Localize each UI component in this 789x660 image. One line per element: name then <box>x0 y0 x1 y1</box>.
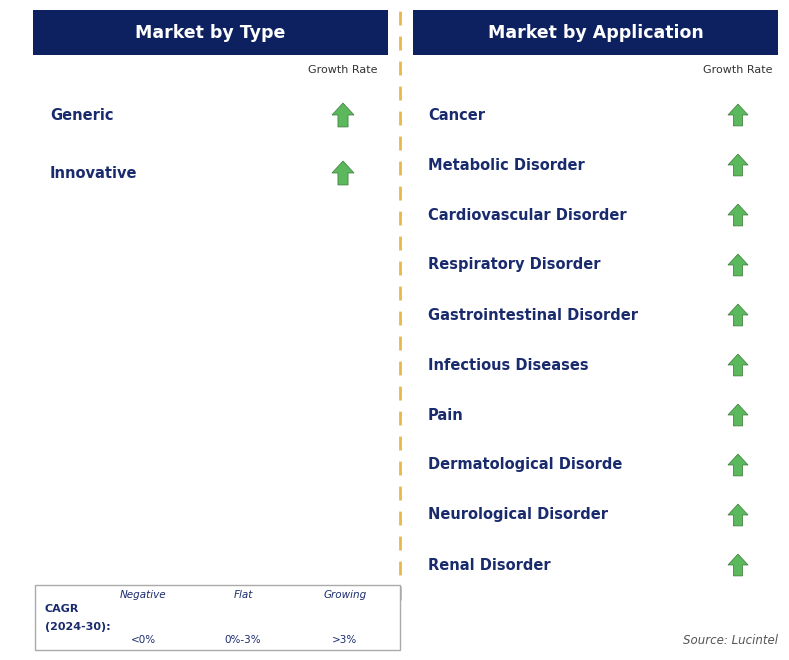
Text: Metabolic Disorder: Metabolic Disorder <box>428 158 585 172</box>
Bar <box>413 10 778 55</box>
Text: (2024-30):: (2024-30): <box>45 622 110 632</box>
Text: Cardiovascular Disorder: Cardiovascular Disorder <box>428 207 626 222</box>
Polygon shape <box>332 161 354 185</box>
Text: Flat: Flat <box>234 590 252 600</box>
Text: Neurological Disorder: Neurological Disorder <box>428 508 608 523</box>
Text: Market by Type: Market by Type <box>135 24 286 42</box>
Text: Respiratory Disorder: Respiratory Disorder <box>428 257 600 273</box>
Text: Market by Application: Market by Application <box>488 24 703 42</box>
Polygon shape <box>728 404 748 426</box>
Polygon shape <box>728 254 748 276</box>
Text: Gastrointestinal Disorder: Gastrointestinal Disorder <box>428 308 638 323</box>
Text: Renal Disorder: Renal Disorder <box>428 558 551 572</box>
Polygon shape <box>728 554 748 576</box>
Text: <0%: <0% <box>130 635 155 645</box>
Polygon shape <box>728 454 748 476</box>
Polygon shape <box>728 104 748 126</box>
Polygon shape <box>728 354 748 376</box>
Text: Negative: Negative <box>120 590 166 600</box>
Text: Pain: Pain <box>428 407 464 422</box>
Text: Growth Rate: Growth Rate <box>703 65 772 75</box>
Text: Infectious Diseases: Infectious Diseases <box>428 358 589 372</box>
Polygon shape <box>354 608 372 628</box>
Polygon shape <box>728 154 748 176</box>
Polygon shape <box>332 103 354 127</box>
Text: Generic: Generic <box>50 108 114 123</box>
Text: Source: Lucintel: Source: Lucintel <box>683 634 778 647</box>
Text: Innovative: Innovative <box>50 166 137 180</box>
Bar <box>33 10 388 55</box>
Text: Growth Rate: Growth Rate <box>308 65 378 75</box>
Polygon shape <box>728 204 748 226</box>
Text: Growing: Growing <box>323 590 367 600</box>
Text: Dermatological Disorde: Dermatological Disorde <box>428 457 623 473</box>
Bar <box>35 585 400 650</box>
Polygon shape <box>728 304 748 326</box>
Polygon shape <box>151 608 170 628</box>
Text: 0%-3%: 0%-3% <box>225 635 261 645</box>
Text: Cancer: Cancer <box>428 108 485 123</box>
Text: CAGR: CAGR <box>45 605 80 614</box>
Text: >3%: >3% <box>332 635 357 645</box>
Polygon shape <box>728 504 748 526</box>
Polygon shape <box>253 609 273 626</box>
